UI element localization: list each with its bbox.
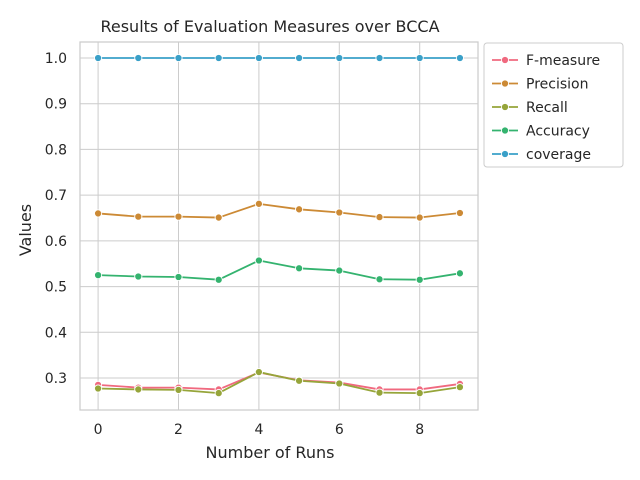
legend-swatch-marker-coverage [500,149,510,159]
legend-swatch-marker-accuracy [500,126,510,135]
data-point-recall [415,389,424,398]
legend-frame [483,42,624,168]
x-tick-label: 6 [335,422,344,438]
data-point-recall [335,379,344,388]
data-point-recall [174,385,183,394]
y-tick-label: 0.9 [45,97,67,113]
legend-items: F-measure Precision Recall Accuracy coverage [492,53,600,163]
data-point-coverage [134,53,143,63]
legend-label-f-measure: F-measure [526,53,600,69]
legend-swatch-marker-recall [500,102,510,112]
legend-label-accuracy: Accuracy [526,124,590,140]
data-point-precision [375,213,384,222]
plot-frame [79,41,479,411]
legend-label-precision: Precision [526,77,588,93]
legend-label-recall: Recall [526,100,568,116]
grid-layer [80,42,478,410]
y-axis-title: Values [16,204,35,256]
data-point-coverage [295,53,304,63]
y-tick-label: 0.3 [45,371,67,387]
data-point-coverage [455,53,464,63]
legend: F-measure Precision Recall Accuracy coverage [483,42,624,168]
data-point-precision [295,205,304,214]
data-point-accuracy [335,266,344,275]
data-point-coverage [415,53,424,63]
y-tick-label: 0.8 [45,142,67,158]
data-point-accuracy [94,271,103,280]
y-tick-label: 1.0 [45,51,67,67]
data-point-accuracy [375,275,384,284]
x-tick-label: 8 [415,422,424,438]
data-point-recall [455,383,464,392]
data-point-precision [455,208,464,218]
data-point-coverage [335,53,344,63]
data-point-precision [415,213,424,222]
data-point-precision [94,209,103,218]
x-tick-label: 4 [254,422,263,438]
y-tick-label: 0.5 [45,280,67,296]
data-point-precision [254,199,263,208]
data-point-accuracy [415,275,424,284]
x-tick-label: 0 [94,422,103,438]
data-point-precision [335,208,344,217]
data-point-recall [375,388,384,397]
data-point-accuracy [214,275,223,284]
data-point-accuracy [174,272,183,282]
x-axis-title: Number of Runs [206,443,335,462]
data-point-coverage [254,53,263,63]
data-point-coverage [214,53,223,63]
legend-label-coverage: coverage [526,147,591,163]
data-point-coverage [94,53,103,63]
data-point-precision [214,213,223,222]
data-point-recall [254,368,263,377]
series-line-precision [98,202,461,219]
tick-labels: 0 2 4 6 8 0.3 0.4 0.5 0.6 0.7 0.8 0.9 1.0 [45,51,424,438]
legend-swatch-marker-precision [500,79,510,88]
data-point-coverage [375,53,384,63]
legend-swatch-marker-f-measure [500,55,510,65]
y-tick-label: 0.4 [45,325,67,341]
data-point-accuracy [295,264,304,273]
data-point-recall [94,384,103,393]
series-line-accuracy [98,259,461,281]
data-point-recall [134,385,143,394]
data-point-precision [174,212,183,221]
y-tick-label: 0.6 [45,234,67,250]
data-point-precision [134,212,143,221]
chart-title: Results of Evaluation Measures over BCCA [100,17,439,36]
series-layer [94,53,464,398]
data-point-coverage [174,53,183,63]
data-point-accuracy [134,272,143,281]
data-point-accuracy [254,256,263,265]
data-point-recall [295,376,304,385]
series-line-recall [98,371,461,394]
x-tick-label: 2 [174,422,183,438]
data-point-accuracy [455,269,464,278]
data-point-recall [214,389,223,398]
y-tick-label: 0.7 [45,188,67,204]
